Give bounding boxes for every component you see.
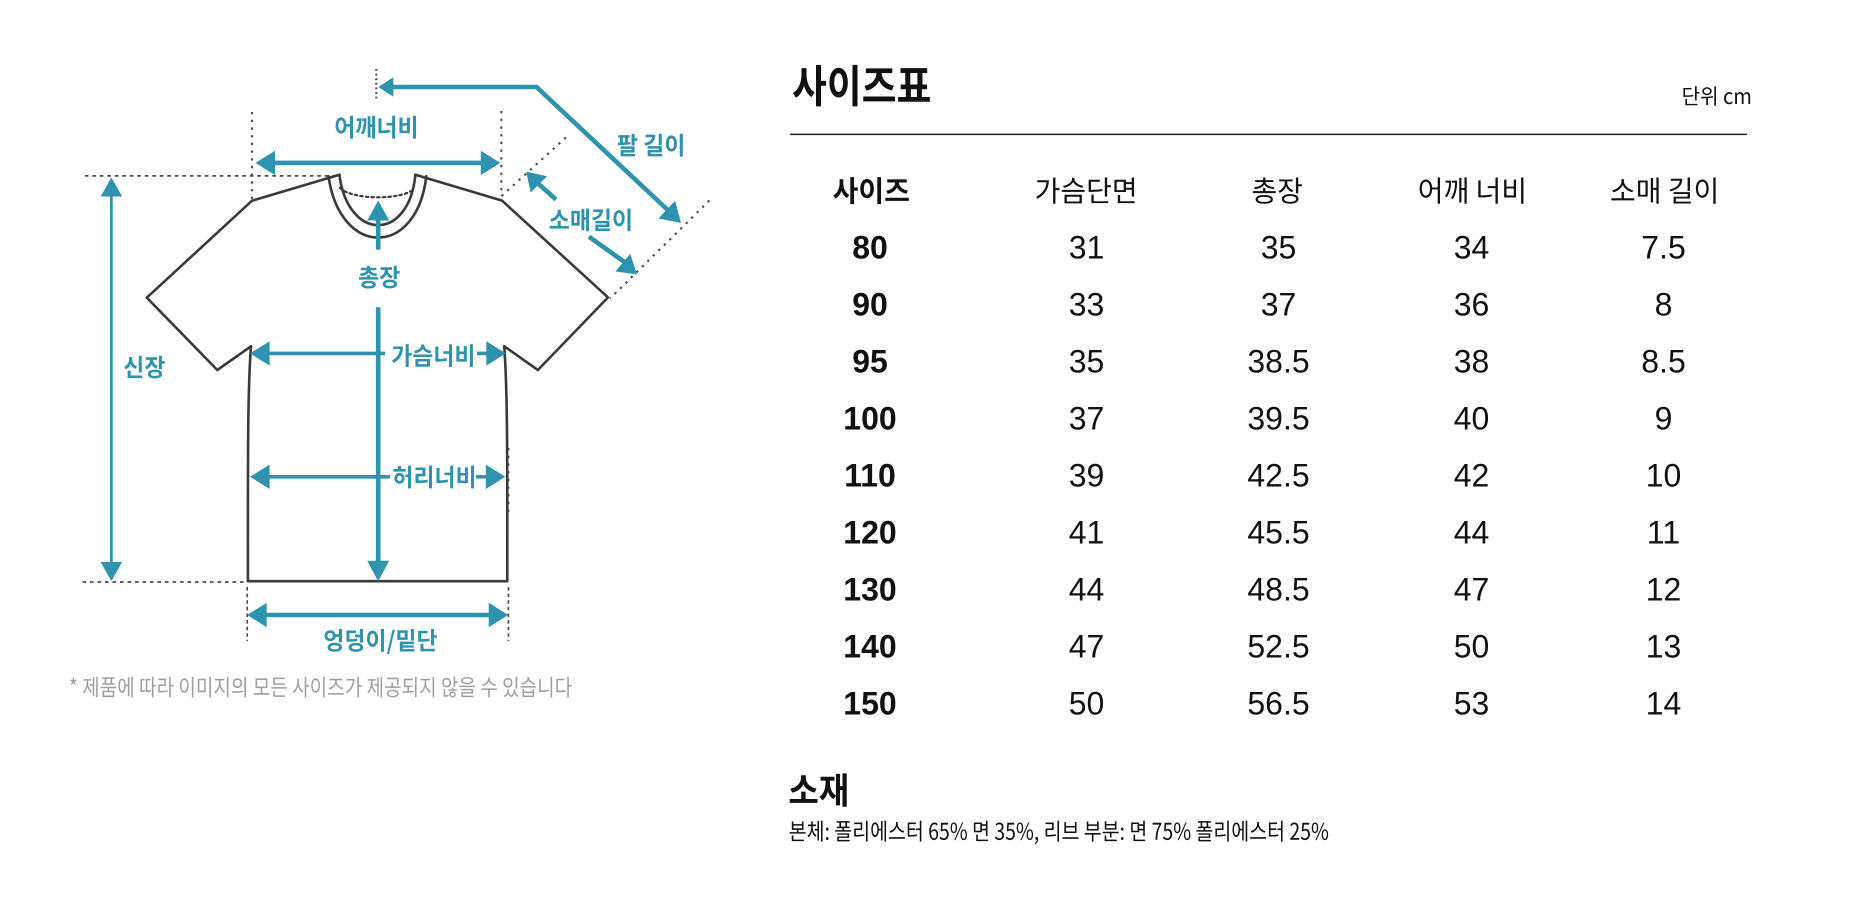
svg-text:11: 11 <box>1647 515 1680 551</box>
svg-text:50: 50 <box>1069 686 1105 722</box>
svg-text:110: 110 <box>844 458 896 494</box>
svg-text:8.5: 8.5 <box>1641 344 1685 380</box>
svg-text:34: 34 <box>1454 230 1490 266</box>
svg-text:45.5: 45.5 <box>1247 515 1309 551</box>
svg-text:36: 36 <box>1454 287 1490 323</box>
svg-text:50: 50 <box>1454 629 1490 665</box>
svg-text:13: 13 <box>1646 629 1682 665</box>
svg-text:47: 47 <box>1069 629 1105 665</box>
svg-text:53: 53 <box>1454 686 1490 722</box>
svg-text:56.5: 56.5 <box>1247 686 1309 722</box>
svg-text:7.5: 7.5 <box>1641 230 1685 266</box>
svg-text:44: 44 <box>1454 515 1490 551</box>
svg-text:39.5: 39.5 <box>1247 401 1309 437</box>
svg-text:37: 37 <box>1069 401 1105 437</box>
svg-text:95: 95 <box>852 344 888 380</box>
svg-text:40: 40 <box>1454 401 1490 437</box>
svg-text:48.5: 48.5 <box>1247 572 1309 608</box>
svg-text:31: 31 <box>1069 230 1105 266</box>
svg-text:140: 140 <box>843 629 896 665</box>
svg-text:35: 35 <box>1261 230 1297 266</box>
svg-text:150: 150 <box>843 686 896 722</box>
svg-text:100: 100 <box>843 401 896 437</box>
svg-text:37: 37 <box>1261 287 1297 323</box>
svg-text:42.5: 42.5 <box>1247 458 1309 494</box>
svg-text:10: 10 <box>1646 458 1682 494</box>
svg-text:38: 38 <box>1454 344 1490 380</box>
svg-text:47: 47 <box>1454 572 1490 608</box>
svg-text:80: 80 <box>852 230 888 266</box>
svg-text:44: 44 <box>1069 572 1105 608</box>
svg-text:41: 41 <box>1069 515 1105 551</box>
svg-text:130: 130 <box>843 572 896 608</box>
svg-text:9: 9 <box>1655 401 1673 437</box>
svg-text:38.5: 38.5 <box>1247 344 1309 380</box>
svg-text:90: 90 <box>852 287 888 323</box>
svg-text:8: 8 <box>1655 287 1673 323</box>
svg-text:52.5: 52.5 <box>1247 629 1309 665</box>
svg-text:35: 35 <box>1069 344 1105 380</box>
svg-text:120: 120 <box>843 515 896 551</box>
svg-text:33: 33 <box>1069 287 1105 323</box>
svg-text:12: 12 <box>1646 572 1682 608</box>
svg-text:39: 39 <box>1069 458 1105 494</box>
svg-text:42: 42 <box>1454 458 1490 494</box>
svg-text:14: 14 <box>1646 686 1682 722</box>
